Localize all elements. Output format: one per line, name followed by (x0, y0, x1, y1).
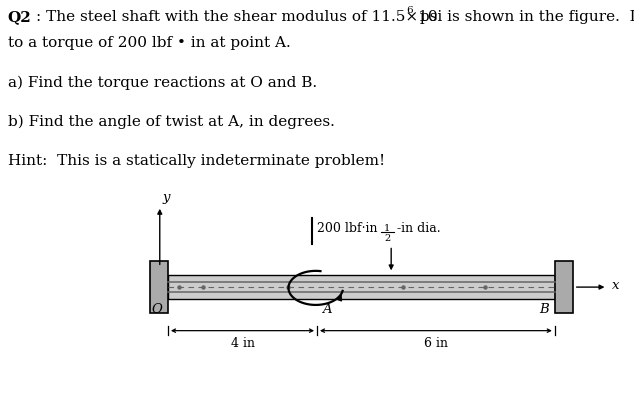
Text: 200 lbf·in: 200 lbf·in (317, 222, 382, 235)
Text: y: y (163, 191, 171, 204)
Text: A: A (322, 303, 332, 316)
Bar (168, 275, 555, 299)
Text: 6: 6 (406, 6, 412, 15)
Text: : The steel shaft with the shear modulus of 11.5×10: : The steel shaft with the shear modulus… (36, 10, 437, 24)
Text: 6 in: 6 in (424, 337, 448, 350)
Bar (555, 261, 573, 313)
Text: ‐in dia.: ‐in dia. (397, 222, 441, 235)
Text: 1: 1 (384, 224, 391, 233)
Text: a) Find the torque reactions at O and B.: a) Find the torque reactions at O and B. (8, 75, 317, 89)
Text: 2: 2 (384, 234, 391, 243)
Text: psi is shown in the figure.  It is subjected: psi is shown in the figure. It is subjec… (415, 10, 634, 24)
Text: 4 in: 4 in (231, 337, 254, 350)
Text: B: B (539, 303, 548, 316)
Text: x: x (612, 279, 620, 291)
Text: to a torque of 200 lbf • in at point A.: to a torque of 200 lbf • in at point A. (8, 36, 290, 50)
Text: Q2: Q2 (8, 10, 31, 24)
Bar (150, 261, 168, 313)
Text: Hint:  This is a statically indeterminate problem!: Hint: This is a statically indeterminate… (8, 154, 385, 168)
Text: b) Find the angle of twist at A, in degrees.: b) Find the angle of twist at A, in degr… (8, 115, 335, 129)
Text: O: O (152, 303, 162, 316)
